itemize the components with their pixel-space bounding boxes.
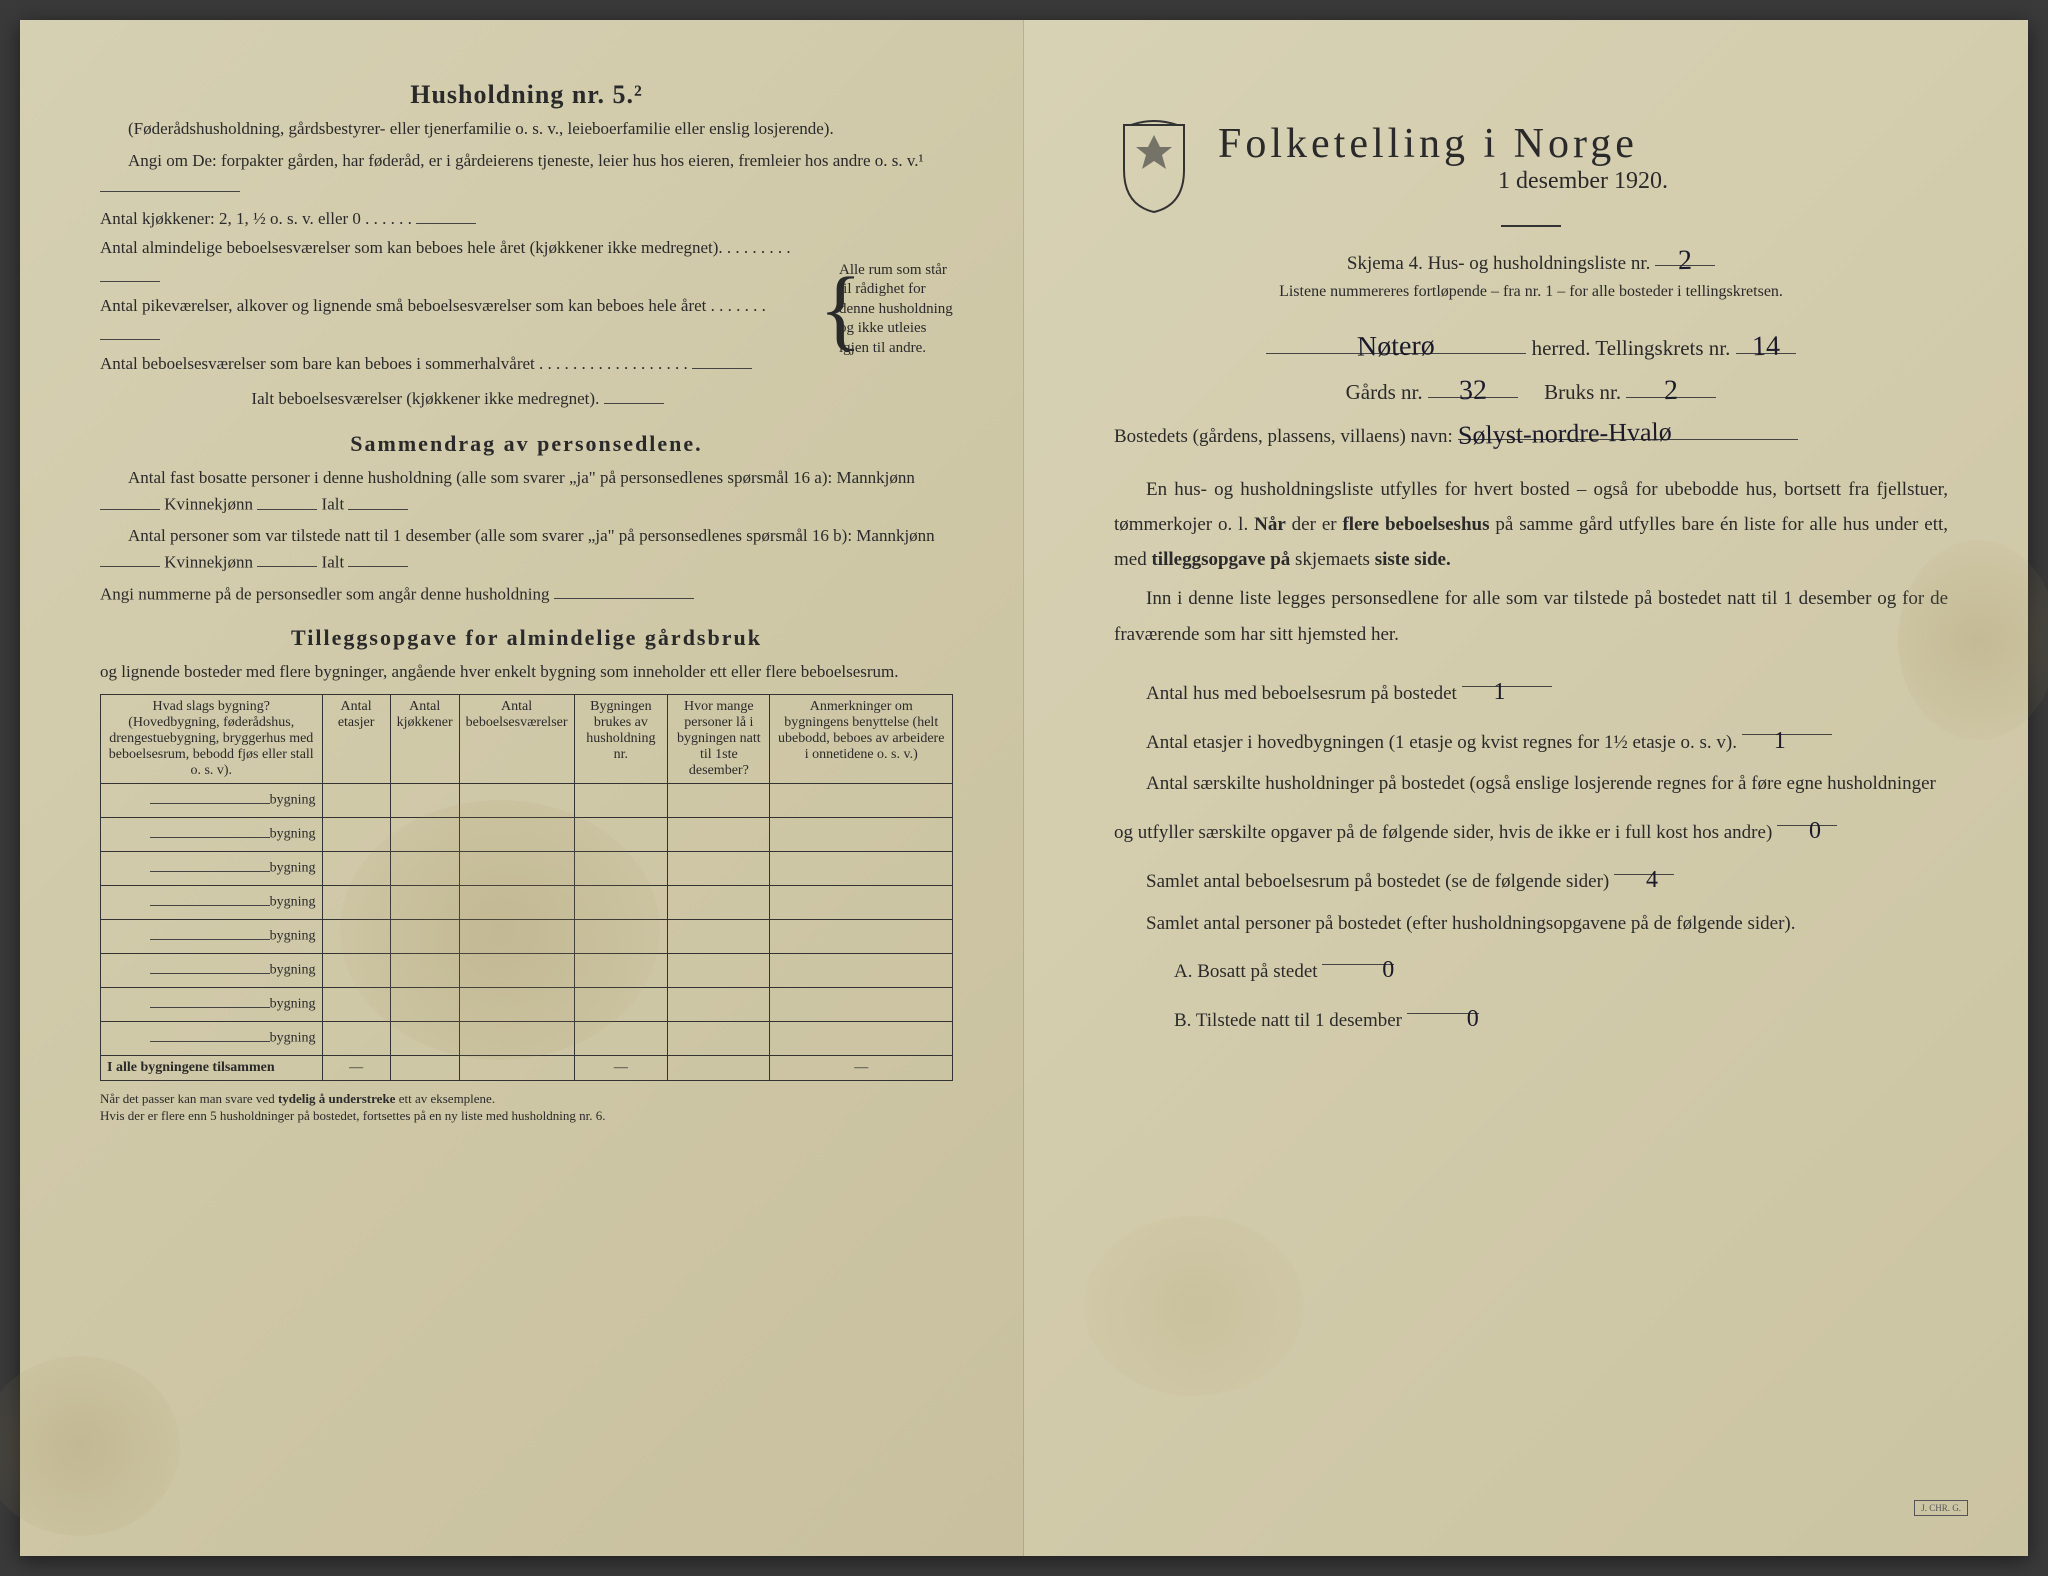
instructions: En hus- og husholdningsliste utfylles fo… <box>1114 472 1948 652</box>
table-header-row: Hvad slags bygning? (Hovedbygning, føder… <box>101 695 953 784</box>
divider <box>1501 225 1561 227</box>
sum-label: I alle bygningene tilsammen <box>101 1056 323 1081</box>
household-sub2: Angi om De: forpakter gården, har føderå… <box>100 148 953 200</box>
footnote: Når det passer kan man svare ved tydelig… <box>100 1091 953 1125</box>
krets-value: 14 <box>1751 331 1780 363</box>
printer-stamp: J. CHR. G. <box>1914 1500 1968 1516</box>
q5: Samlet antal personer på bostedet (efter… <box>1114 903 1948 945</box>
gards-value: 32 <box>1459 375 1488 407</box>
th-1: Antal etasjer <box>322 695 390 784</box>
table-row: bygning <box>101 852 953 886</box>
q4: Samlet antal beboelsesrum på bostedet (s… <box>1114 854 1948 903</box>
household-sub1: (Føderådshusholdning, gårdsbestyrer- ell… <box>100 116 953 142</box>
para-1: En hus- og husholdningsliste utfylles fo… <box>1114 472 1948 577</box>
summary-line-3: Angi nummerne på de personsedler som ang… <box>100 581 953 607</box>
rooms-block: Antal kjøkkener: 2, 1, ½ o. s. v. eller … <box>100 205 953 413</box>
qA: A. Bosatt på stedet 0 <box>1114 944 1948 993</box>
table-row: bygning <box>101 954 953 988</box>
rooms-total: Ialt beboelsesværelser (kjøkkener ikke m… <box>100 385 815 414</box>
qB: B. Tilstede natt til 1 desember 0 <box>1114 993 1948 1042</box>
supplement-sub: og lignende bosteder med flere bygninger… <box>100 659 953 685</box>
brace-icon: { <box>815 205 833 413</box>
table-row: bygning <box>101 988 953 1022</box>
buildings-table: Hvad slags bygning? (Hovedbygning, føder… <box>100 694 953 1081</box>
q3-value: 0 <box>1809 818 1821 844</box>
household-heading: Husholdning nr. 5.² <box>100 80 953 110</box>
main-title: Folketelling i Norge <box>1218 120 1948 168</box>
summary-line-1: Antal fast bosatte personer i denne hush… <box>100 465 953 517</box>
summary-line-2: Antal personer som var tilstede natt til… <box>100 523 953 575</box>
list-instruction: Listene nummereres fortløpende – fra nr.… <box>1114 283 1948 301</box>
right-page: Folketelling i Norge 1 desember 1920. Sk… <box>1024 20 2028 1556</box>
qB-value: 0 <box>1467 1006 1479 1032</box>
q3: Antal særskilte husholdninger på bostede… <box>1114 763 1948 854</box>
bosted-value: Sølyst-nordre-Hvalø <box>1457 417 1671 451</box>
th-6: Anmerkninger om bygningens benyttelse (h… <box>770 695 953 784</box>
herred-value: Nøterø <box>1357 330 1435 363</box>
title-block: Folketelling i Norge 1 desember 1920. <box>1114 120 1948 215</box>
q4-value: 4 <box>1646 867 1658 893</box>
document-spread: Husholdning nr. 5.² (Føderådshusholdning… <box>20 20 2028 1556</box>
herred-row: Nøterø herred. Tellingskrets nr. 14 <box>1114 331 1948 361</box>
table-row: bygning <box>101 1022 953 1056</box>
q2: Antal etasjer i hovedbygningen (1 etasje… <box>1114 715 1948 764</box>
kitchens-row: Antal kjøkkener: 2, 1, ½ o. s. v. eller … <box>100 205 815 234</box>
coat-of-arms-icon <box>1114 120 1194 215</box>
rooms-row-0: Antal almindelige beboelsesværelser som … <box>100 234 815 292</box>
brace-text: Alle rum som står til rådighet for denne… <box>833 205 953 413</box>
qA-value: 0 <box>1382 957 1394 983</box>
table-row: bygning <box>101 886 953 920</box>
th-0: Hvad slags bygning? (Hovedbygning, føder… <box>101 695 323 784</box>
table-row: bygning <box>101 818 953 852</box>
census-date: 1 desember 1920. <box>1218 168 1948 195</box>
left-page: Husholdning nr. 5.² (Føderådshusholdning… <box>20 20 1024 1556</box>
bruks-value: 2 <box>1664 375 1679 407</box>
q2-value: 1 <box>1774 728 1786 754</box>
th-2: Antal kjøkkener <box>390 695 459 784</box>
supplement-heading: Tilleggsopgave for almindelige gårdsbruk <box>100 625 953 651</box>
gards-row: Gårds nr. 32 Bruks nr. 2 <box>1114 375 1948 405</box>
rooms-row-1: Antal pikeværelser, alkover og lignende … <box>100 292 815 350</box>
para-2: Inn i denne liste legges personsedlene f… <box>1114 581 1948 651</box>
form-number-line: Skjema 4. Hus- og husholdningsliste nr. … <box>1114 245 1948 275</box>
th-4: Bygningen brukes av husholdning nr. <box>574 695 668 784</box>
summary-heading: Sammendrag av personsedlene. <box>100 431 953 457</box>
bosted-row: Bostedets (gårdens, plassens, villaens) … <box>1114 419 1948 448</box>
table-row: bygning <box>101 920 953 954</box>
th-3: Antal beboelsesværelser <box>459 695 574 784</box>
table-sum-row: I alle bygningene tilsammen — — — <box>101 1056 953 1081</box>
table-row: bygning <box>101 784 953 818</box>
th-5: Hvor mange personer lå i bygningen natt … <box>668 695 770 784</box>
q1: Antal hus med beboelsesrum på bostedet 1 <box>1114 666 1948 715</box>
form-number-value: 2 <box>1678 245 1693 277</box>
rooms-row-2: Antal beboelsesværelser som bare kan beb… <box>100 350 815 379</box>
q1-value: 1 <box>1494 679 1506 705</box>
